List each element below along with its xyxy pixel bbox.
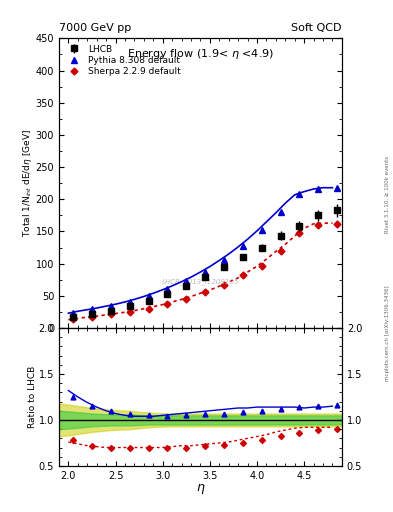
Pythia 8.308 default: [165, 286, 170, 292]
Sherpa 2.2.9 default: [146, 306, 151, 312]
Y-axis label: Ratio to LHCB: Ratio to LHCB: [28, 366, 37, 428]
Pythia 8.308 default: [71, 310, 75, 316]
Sherpa 2.2.9 default: [259, 263, 264, 269]
Line: Pythia 8.308 default: Pythia 8.308 default: [70, 185, 340, 316]
Pythia 8.308 default: [184, 279, 189, 285]
Pythia 8.308 default: [146, 293, 151, 299]
Pythia 8.308 default: [222, 257, 226, 263]
Sherpa 2.2.9 default: [108, 311, 113, 317]
Text: LHCB_2013_I1208105: LHCB_2013_I1208105: [162, 279, 239, 285]
Sherpa 2.2.9 default: [278, 248, 283, 254]
Sherpa 2.2.9 default: [335, 221, 340, 227]
Text: Energy flow (1.9< $\eta$ <4.9): Energy flow (1.9< $\eta$ <4.9): [127, 47, 274, 61]
Y-axis label: Total 1/N$_{int}$ dE/d$\eta$ [GeV]: Total 1/N$_{int}$ dE/d$\eta$ [GeV]: [21, 129, 34, 237]
Pythia 8.308 default: [241, 243, 245, 249]
Sherpa 2.2.9 default: [316, 222, 321, 228]
Pythia 8.308 default: [259, 227, 264, 233]
Sherpa 2.2.9 default: [241, 272, 245, 279]
Sherpa 2.2.9 default: [165, 301, 170, 307]
Pythia 8.308 default: [203, 269, 208, 275]
X-axis label: $\eta$: $\eta$: [196, 482, 205, 496]
Sherpa 2.2.9 default: [90, 314, 94, 320]
Pythia 8.308 default: [316, 186, 321, 192]
Sherpa 2.2.9 default: [203, 289, 208, 295]
Text: Rivet 3.1.10, ≥ 100k events: Rivet 3.1.10, ≥ 100k events: [385, 156, 390, 233]
Sherpa 2.2.9 default: [222, 282, 226, 288]
Text: Soft QCD: Soft QCD: [292, 23, 342, 33]
Sherpa 2.2.9 default: [71, 316, 75, 322]
Sherpa 2.2.9 default: [184, 296, 189, 303]
Text: mcplots.cern.ch [arXiv:1306.3436]: mcplots.cern.ch [arXiv:1306.3436]: [385, 285, 390, 380]
Sherpa 2.2.9 default: [297, 230, 302, 236]
Pythia 8.308 default: [297, 191, 302, 197]
Pythia 8.308 default: [90, 306, 94, 312]
Text: 7000 GeV pp: 7000 GeV pp: [59, 23, 131, 33]
Pythia 8.308 default: [108, 303, 113, 309]
Pythia 8.308 default: [127, 298, 132, 305]
Line: Sherpa 2.2.9 default: Sherpa 2.2.9 default: [71, 221, 340, 322]
Sherpa 2.2.9 default: [127, 309, 132, 315]
Pythia 8.308 default: [278, 209, 283, 215]
Pythia 8.308 default: [335, 185, 340, 191]
Legend: LHCB, Pythia 8.308 default, Sherpa 2.2.9 default: LHCB, Pythia 8.308 default, Sherpa 2.2.9…: [63, 43, 182, 78]
